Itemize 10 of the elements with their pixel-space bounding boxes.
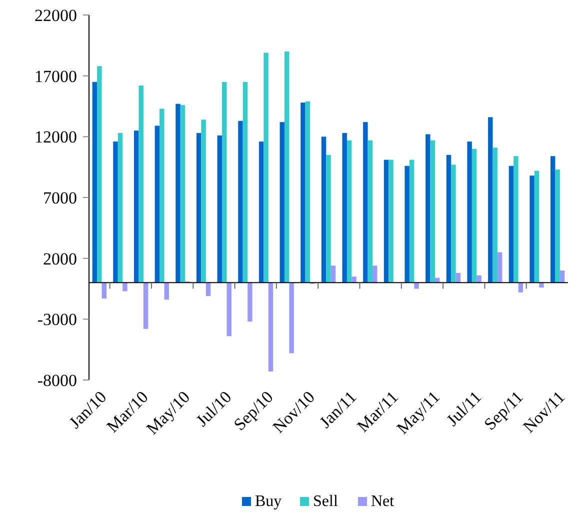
legend-label: Buy xyxy=(255,493,282,510)
y-tick-label: 22000 xyxy=(34,6,77,25)
y-tick-label: 12000 xyxy=(34,128,77,147)
y-tick-label: -8000 xyxy=(37,370,77,390)
y-tick-label: 2000 xyxy=(43,249,77,268)
y-tick-label: -3000 xyxy=(37,310,77,330)
legend-label: Sell xyxy=(313,493,338,510)
legend-label: Net xyxy=(371,493,395,510)
y-tick-label: 17000 xyxy=(34,66,77,86)
y-tick-label: 7000 xyxy=(43,188,77,208)
